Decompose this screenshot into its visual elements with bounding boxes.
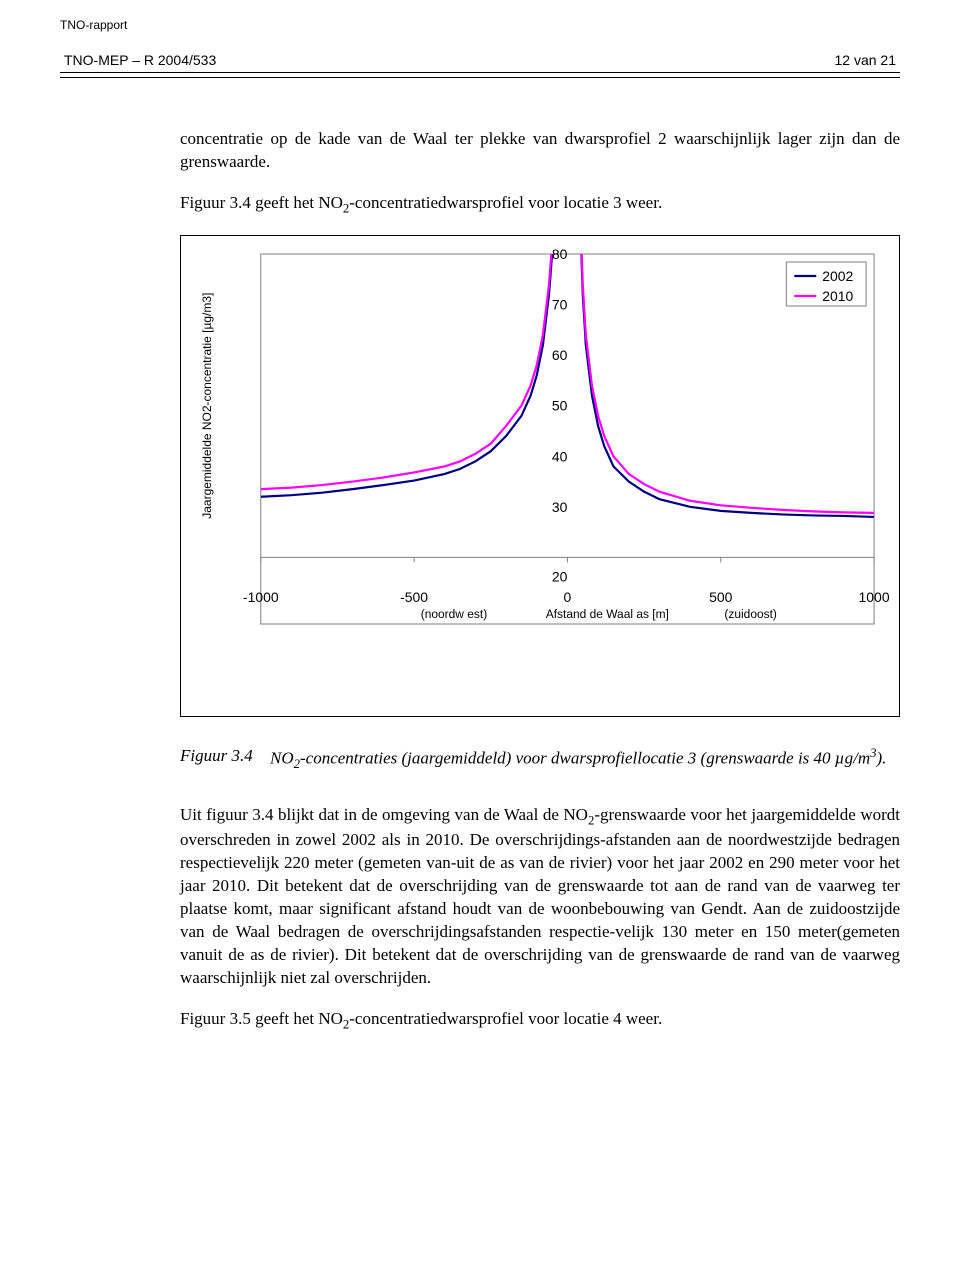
svg-text:30: 30 xyxy=(552,499,568,515)
page-number: 12 van 21 xyxy=(835,52,897,68)
intro-paragraph-2: Figuur 3.4 geeft het NO2-concentratiedwa… xyxy=(180,192,900,218)
svg-text:50: 50 xyxy=(552,398,568,414)
body-paragraph-1: Uit figuur 3.4 blijkt dat in de omgeving… xyxy=(180,804,900,990)
figure-caption: Figuur 3.4 NO2-concentraties (jaargemidd… xyxy=(180,745,900,773)
svg-text:0: 0 xyxy=(564,589,572,605)
svg-text:20: 20 xyxy=(552,569,568,585)
svg-text:(zuidoost): (zuidoost) xyxy=(724,607,776,621)
svg-text:2010: 2010 xyxy=(822,288,853,304)
concentration-chart: 20 30 40 50 60 70 80 -1000 -500 0 500 1000 (noordw e… xyxy=(180,235,900,717)
caption-label: Figuur 3.4 xyxy=(180,745,270,773)
svg-text:80: 80 xyxy=(552,246,568,262)
svg-text:1000: 1000 xyxy=(859,589,890,605)
caption-text: NO2-concentraties (jaargemiddeld) voor d… xyxy=(270,745,900,773)
svg-text:-500: -500 xyxy=(400,589,428,605)
svg-text:70: 70 xyxy=(552,297,568,313)
svg-text:40: 40 xyxy=(552,449,568,465)
svg-text:Afstand de Waal as [m]: Afstand de Waal as [m] xyxy=(546,607,669,621)
svg-text:60: 60 xyxy=(552,348,568,364)
svg-text:500: 500 xyxy=(709,589,733,605)
report-title: TNO-rapport xyxy=(60,18,900,32)
report-code: TNO-MEP – R 2004/533 xyxy=(64,52,216,68)
body-paragraph-2: Figuur 3.5 geeft het NO2-concentratiedwa… xyxy=(180,1008,900,1034)
svg-text:(noordw est): (noordw est) xyxy=(421,607,487,621)
divider xyxy=(60,72,900,73)
intro-paragraph-1: concentratie op de kade van de Waal ter … xyxy=(180,128,900,174)
svg-text:-1000: -1000 xyxy=(243,589,279,605)
svg-text:Jaargemiddelde NO2-concentrati: Jaargemiddelde NO2-concentratie [µg/m3] xyxy=(200,293,214,519)
divider xyxy=(60,77,900,78)
svg-text:2002: 2002 xyxy=(822,268,853,284)
